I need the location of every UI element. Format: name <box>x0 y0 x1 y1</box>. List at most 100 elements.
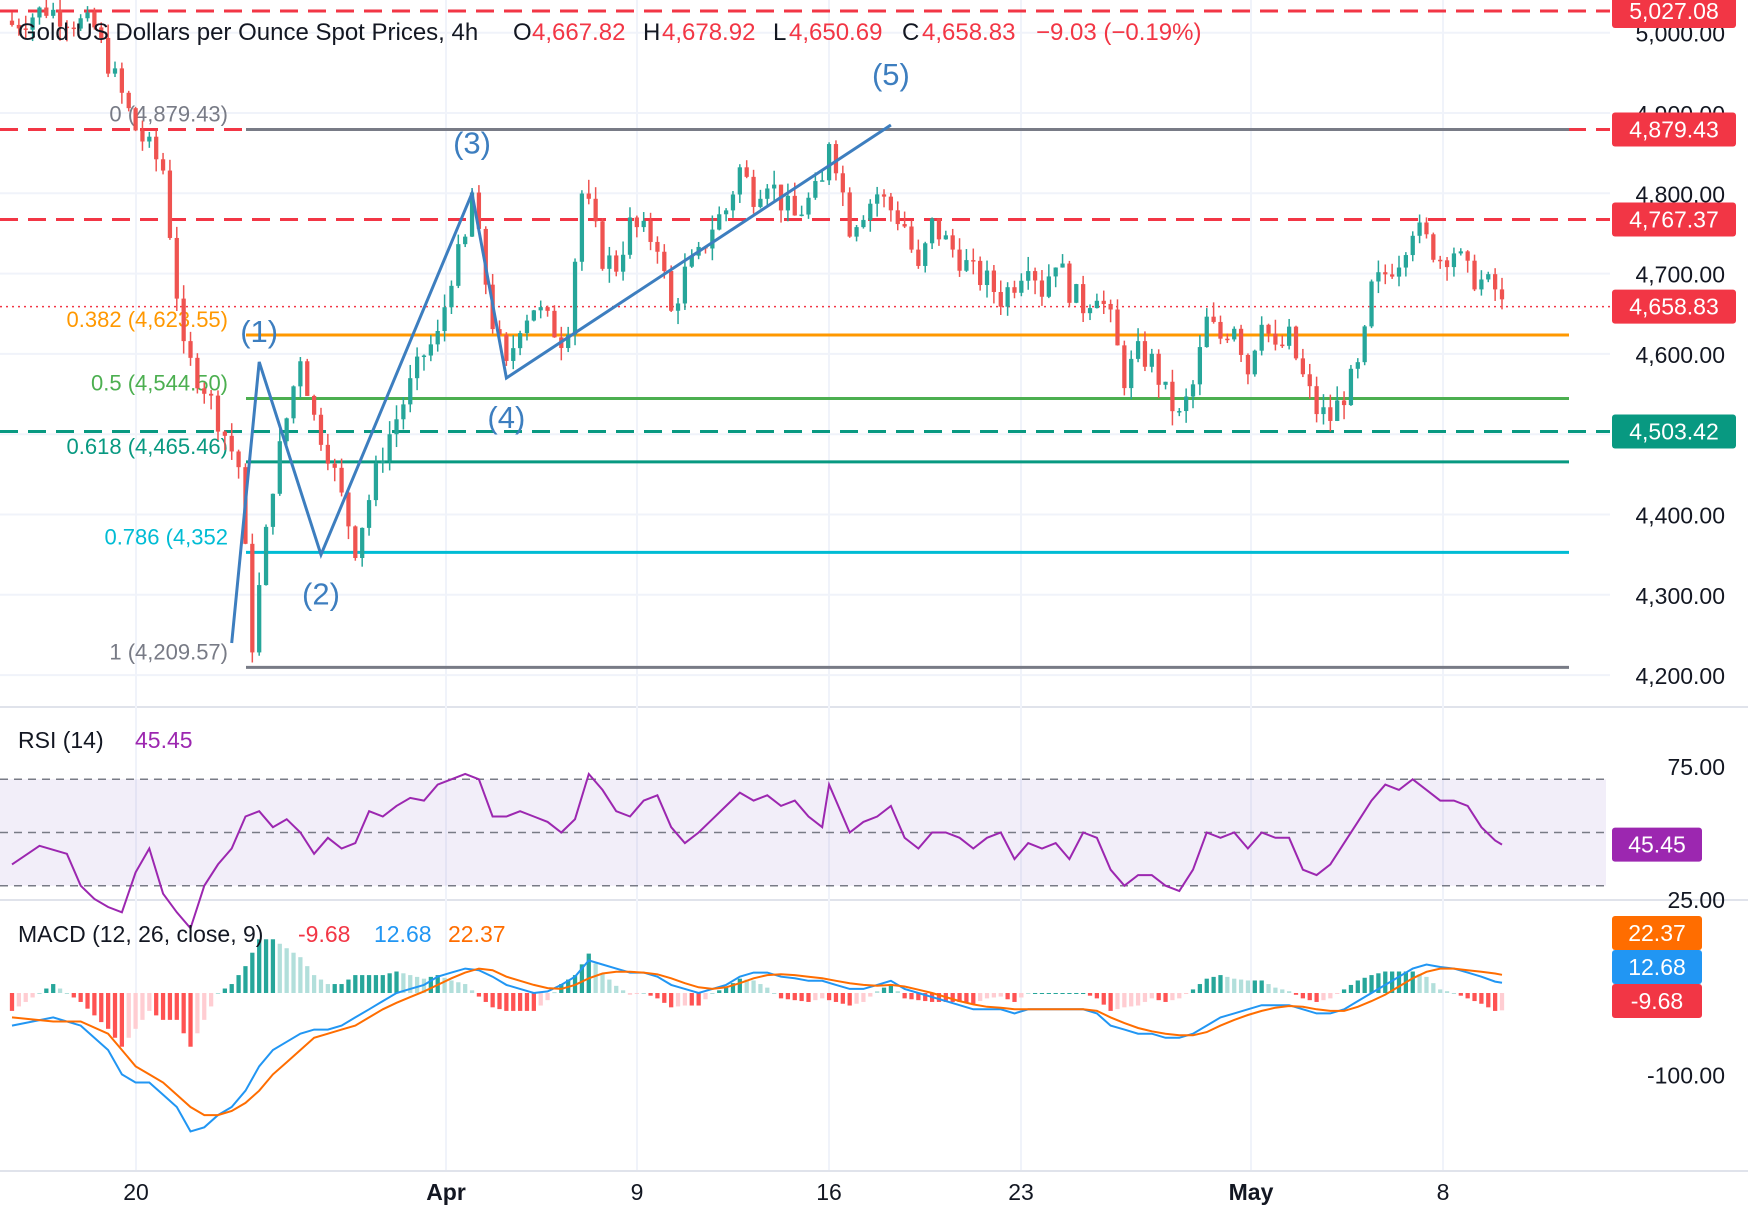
candle-body[interactable] <box>1300 358 1306 375</box>
candle-body[interactable] <box>826 144 832 181</box>
candle-body[interactable] <box>442 307 447 331</box>
candle-body[interactable] <box>730 194 736 211</box>
candle-body[interactable] <box>813 181 818 198</box>
candle-body[interactable] <box>552 310 557 338</box>
candle-body[interactable] <box>586 193 591 199</box>
candle-body[interactable] <box>1444 260 1450 268</box>
candle-body[interactable] <box>1259 324 1264 351</box>
candle-body[interactable] <box>1232 328 1237 340</box>
candle-body[interactable] <box>717 214 722 230</box>
candle-body[interactable] <box>1479 279 1484 290</box>
candle-body[interactable] <box>1314 386 1319 415</box>
candle-body[interactable] <box>1438 259 1443 262</box>
candle-body[interactable] <box>195 357 200 389</box>
candle-body[interactable] <box>263 526 269 586</box>
candle-body[interactable] <box>1410 235 1415 256</box>
candle-body[interactable] <box>298 361 303 387</box>
candle-body[interactable] <box>112 68 118 74</box>
signal-line[interactable] <box>11 967 1503 1117</box>
candle-body[interactable] <box>524 320 530 334</box>
candle-body[interactable] <box>1458 251 1463 254</box>
candle-body[interactable] <box>566 334 571 349</box>
candle-body[interactable] <box>1211 316 1216 322</box>
candle-body[interactable] <box>119 68 124 93</box>
candle-body[interactable] <box>305 361 310 396</box>
candle-body[interactable] <box>710 229 715 249</box>
candle-body[interactable] <box>909 226 914 250</box>
candle-body[interactable] <box>435 330 440 345</box>
candle-body[interactable] <box>1122 345 1127 389</box>
candle-body[interactable] <box>531 310 536 321</box>
candle-body[interactable] <box>964 260 969 271</box>
candle-body[interactable] <box>929 218 935 244</box>
candle-body[interactable] <box>1170 381 1175 412</box>
candle-body[interactable] <box>1163 381 1168 385</box>
candle-body[interactable] <box>669 270 674 311</box>
candle-body[interactable] <box>861 219 866 228</box>
candle-body[interactable] <box>1424 222 1429 235</box>
candle-body[interactable] <box>339 467 344 493</box>
candle-body[interactable] <box>888 196 894 211</box>
candle-body[interactable] <box>511 348 516 361</box>
candle-body[interactable] <box>840 173 845 193</box>
candle-body[interactable] <box>957 249 962 271</box>
candle-body[interactable] <box>943 235 948 240</box>
elliott-wave-path[interactable] <box>230 123 892 644</box>
candle-body[interactable] <box>902 224 907 227</box>
time-axis[interactable]: 20 Apr 9 16 23 May 8 <box>0 1170 1748 1205</box>
candle-body[interactable] <box>634 217 639 228</box>
candle-body[interactable] <box>284 418 289 442</box>
candle-body[interactable] <box>215 395 221 432</box>
candle-body[interactable] <box>772 184 777 189</box>
candle-body[interactable] <box>1307 374 1312 387</box>
candle-body[interactable] <box>1266 324 1271 334</box>
candle-body[interactable] <box>208 393 214 396</box>
candle-body[interactable] <box>517 333 523 349</box>
candle-body[interactable] <box>408 378 413 405</box>
candle-body[interactable] <box>1026 271 1031 281</box>
candle-body[interactable] <box>1032 271 1038 281</box>
candle-body[interactable] <box>71 27 76 30</box>
candle-body[interactable] <box>620 254 626 272</box>
candle-body[interactable] <box>380 460 385 464</box>
candle-body[interactable] <box>85 12 90 19</box>
candle-body[interactable] <box>916 249 921 266</box>
candle-body[interactable] <box>1129 358 1134 389</box>
candle-body[interactable] <box>1108 303 1113 310</box>
candle-body[interactable] <box>682 266 688 304</box>
candle-body[interactable] <box>1115 309 1120 346</box>
candle-body[interactable] <box>44 7 49 16</box>
candle-body[interactable] <box>1252 350 1257 375</box>
candle-body[interactable] <box>291 386 296 419</box>
candle-body[interactable] <box>1465 251 1470 261</box>
candle-body[interactable] <box>1204 316 1209 348</box>
macd-line[interactable] <box>11 959 1503 1133</box>
candle-body[interactable] <box>572 261 578 335</box>
candle-body[interactable] <box>1019 280 1024 293</box>
candle-body[interactable] <box>1142 341 1148 367</box>
candle-body[interactable] <box>950 235 955 250</box>
candle-body[interactable] <box>984 270 990 286</box>
candle-body[interactable] <box>1197 347 1203 385</box>
candle-body[interactable] <box>188 341 193 358</box>
candle-body[interactable] <box>1184 396 1189 412</box>
candle-body[interactable] <box>545 307 550 311</box>
candle-body[interactable] <box>1287 326 1292 346</box>
candle-body[interactable] <box>1149 353 1154 367</box>
candle-body[interactable] <box>387 434 392 461</box>
candle-body[interactable] <box>847 192 852 237</box>
candle-body[interactable] <box>627 217 633 255</box>
candle-body[interactable] <box>51 9 56 16</box>
candle-body[interactable] <box>641 220 646 228</box>
candle-body[interactable] <box>346 492 351 527</box>
price-axis[interactable]: 4,200.004,300.004,400.004,500.004,600.00… <box>1612 0 1736 689</box>
candle-body[interactable] <box>1493 274 1498 290</box>
candle-body[interactable] <box>1390 274 1395 277</box>
candle-body[interactable] <box>23 28 28 30</box>
candle-body[interactable] <box>353 526 358 559</box>
candle-body[interactable] <box>202 388 207 394</box>
candle-body[interactable] <box>1238 328 1244 355</box>
candle-body[interactable] <box>1225 338 1230 341</box>
candle-body[interactable] <box>1417 222 1422 236</box>
candle-body[interactable] <box>147 136 152 142</box>
